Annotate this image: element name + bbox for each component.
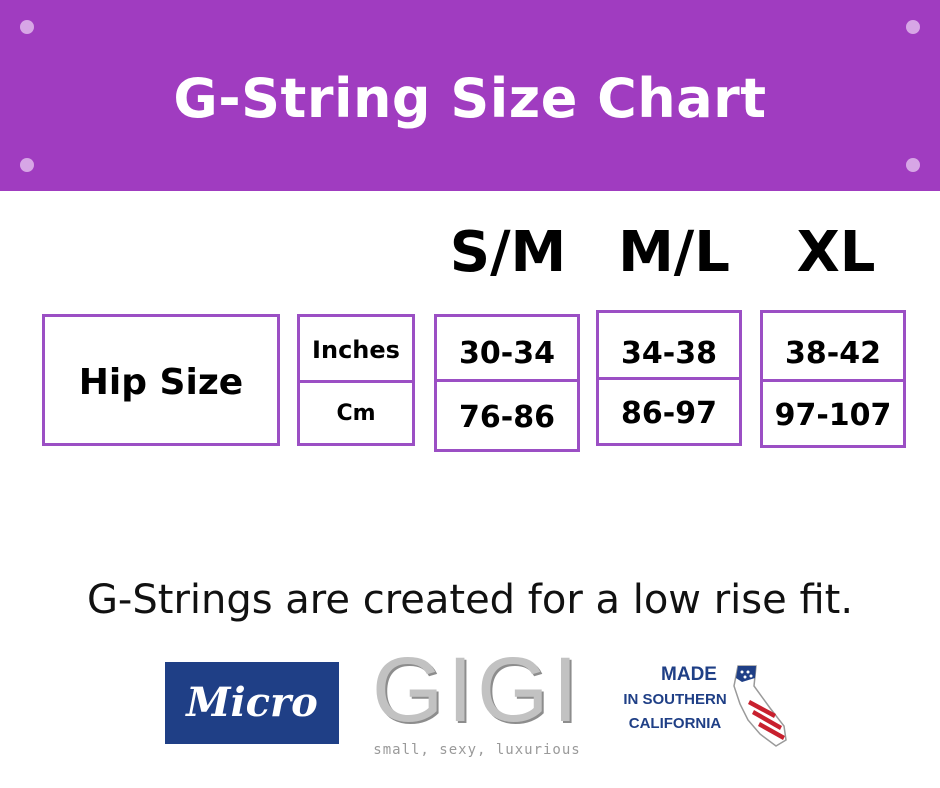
rivet-icon: [20, 20, 34, 34]
ml-cm-value: 86-97: [621, 396, 717, 431]
gigi-tagline: small, sexy, luxurious: [373, 742, 581, 758]
size-header-ml: M/L: [618, 220, 730, 285]
hip-size-label: Hip Size: [78, 362, 244, 403]
made-line-1: MADE: [661, 664, 717, 685]
divider: [599, 377, 739, 380]
fit-note: G-Strings are created for a low rise fit…: [86, 577, 854, 623]
made-in-california-badge: MADE IN SOUTHERN CALIFORNIA: [615, 664, 735, 744]
size-box-sm: 30-34 76-86: [434, 314, 580, 452]
micro-logo: Micro: [165, 662, 339, 744]
hip-size-label-box: Hip Size: [42, 314, 280, 446]
sm-inches-value: 30-34: [459, 336, 555, 371]
california-flag-icon: [733, 665, 787, 747]
size-box-ml: 34-38 86-97: [596, 310, 742, 446]
rivet-icon: [20, 158, 34, 172]
size-header-xl: XL: [796, 220, 876, 285]
made-line-3: CALIFORNIA: [628, 715, 722, 732]
sm-cm-value: 76-86: [459, 400, 555, 435]
header-banner: G-String Size Chart: [0, 0, 940, 191]
divider: [300, 380, 412, 383]
units-box: Inches Cm: [297, 314, 415, 446]
divider: [763, 379, 903, 382]
ml-inches-value: 34-38: [621, 336, 717, 371]
rivet-icon: [906, 158, 920, 172]
rivet-icon: [906, 20, 920, 34]
size-box-xl: 38-42 97-107: [760, 310, 906, 448]
xl-cm-value: 97-107: [774, 398, 892, 433]
unit-cm: Cm: [336, 401, 376, 426]
size-header-sm: S/M: [449, 220, 567, 285]
page-title: G-String Size Chart: [173, 67, 767, 130]
xl-inches-value: 38-42: [785, 336, 881, 371]
gigi-logo: GIGI: [371, 639, 583, 741]
made-line-2: IN SOUTHERN: [623, 691, 727, 708]
divider: [437, 379, 577, 382]
unit-inches: Inches: [312, 336, 400, 364]
